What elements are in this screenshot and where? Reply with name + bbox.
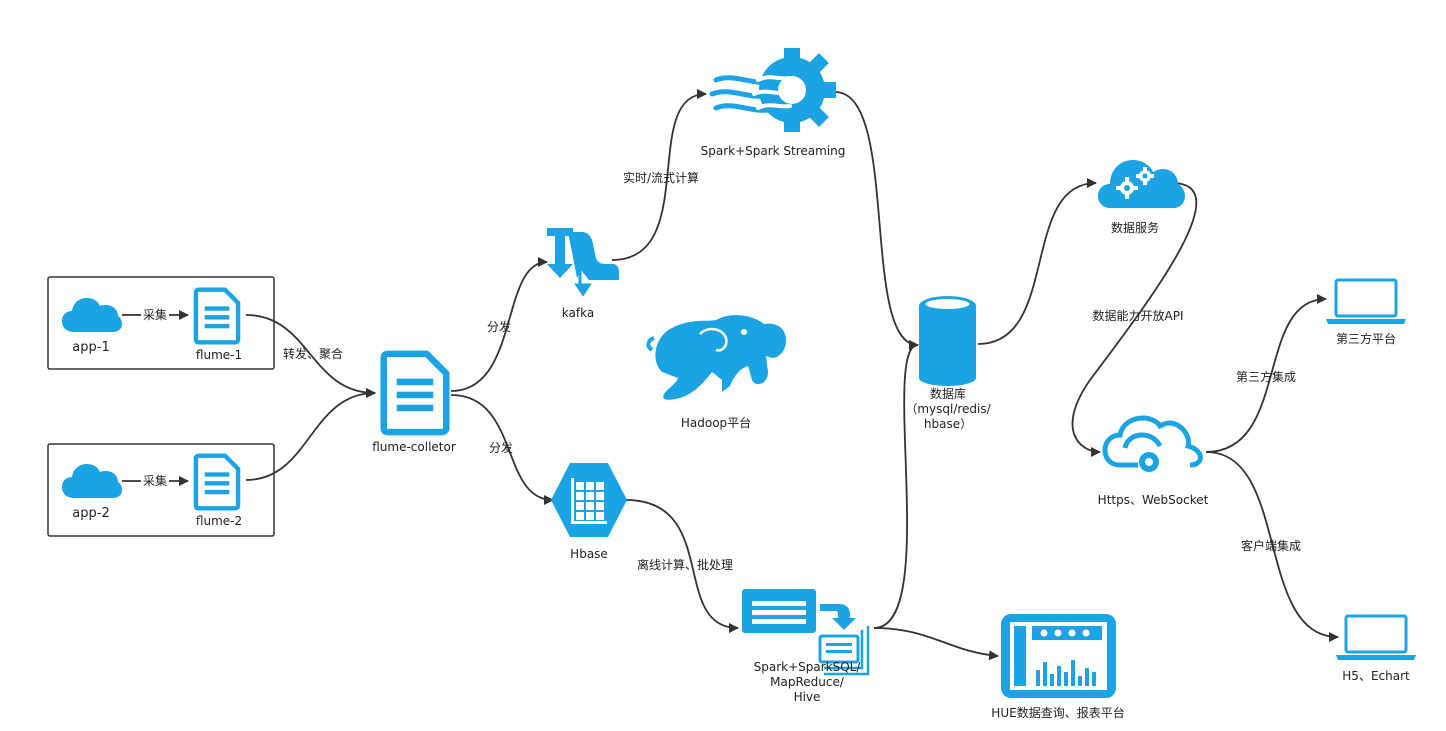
edge-streaming-database <box>834 91 919 350</box>
edge-label-third: 第三方集成 <box>1235 370 1297 384</box>
document-icon <box>196 290 238 343</box>
dashboard-icon <box>1001 614 1116 698</box>
edge-label-realtime: 实时/流式计算 <box>622 171 700 185</box>
database-label: 数据库 （mysql/redis/ hbase） <box>905 387 991 431</box>
edge-collector-hbase <box>450 394 554 505</box>
document-icon <box>384 354 447 432</box>
streaming-gear-icon <box>709 48 836 132</box>
edge-https-thirdparty <box>1205 294 1327 453</box>
edge-flume2-collector <box>245 388 376 481</box>
third-party-label: 第三方平台 <box>1335 332 1397 346</box>
hbase-label: Hbase <box>570 547 608 561</box>
batch-window-icon <box>742 589 870 676</box>
batch-label: Spark+SparkSQL/ MapReduce/ Hive <box>753 660 861 704</box>
edge-collector-kafka <box>450 257 548 392</box>
data-service-label: 数据服务 <box>1110 221 1160 235</box>
laptop-icon <box>1326 278 1406 324</box>
hue-label: HUE数据查询、报表平台 <box>991 706 1125 720</box>
cloud-icon <box>62 464 122 498</box>
edge-label-client: 客户端集成 <box>1240 539 1302 553</box>
app1-group-box <box>47 276 275 370</box>
grid-hexagon-icon <box>551 463 627 537</box>
hadoop-label: Hadoop平台 <box>680 416 752 430</box>
spark-streaming-label: Spark+Spark Streaming <box>700 144 846 158</box>
collector-label: flume-colletor <box>372 440 456 454</box>
h5-label: H5、Echart <box>1342 669 1410 683</box>
flume2-label: flume-2 <box>195 514 243 528</box>
edge-dataservice-https <box>1071 182 1198 457</box>
edge-label-forward: 转发、聚合 <box>282 347 344 361</box>
laptop-icon <box>1336 614 1416 660</box>
edge-flume1-collector <box>245 314 376 398</box>
cloud-connection-icon <box>1102 415 1203 472</box>
edge-label-collect2: 采集 <box>140 474 170 489</box>
edge-batch-database <box>873 340 919 629</box>
document-icon <box>196 456 238 509</box>
kafka-label: kafka <box>561 306 595 320</box>
edge-database-dataservice <box>977 178 1097 345</box>
edge-kafka-streaming <box>611 89 707 261</box>
database-cylinder-icon <box>919 296 976 386</box>
kafka-icon <box>547 228 619 297</box>
edge-label-dist1: 分发 <box>486 320 512 334</box>
app1-label: app-1 <box>72 340 110 355</box>
flume1-label: flume-1 <box>195 348 243 362</box>
edge-label-dist2: 分发 <box>488 441 514 455</box>
cloud-gears-icon <box>1098 160 1185 208</box>
edge-https-h5 <box>1205 451 1339 642</box>
elephant-icon <box>646 315 786 400</box>
edge-hbase-batch <box>625 499 739 633</box>
edge-label-collect1: 采集 <box>140 308 170 323</box>
edge-label-api: 数据能力开放API <box>1092 309 1184 323</box>
https-label: Https、WebSocket <box>1097 493 1209 507</box>
app2-label: app-2 <box>72 506 110 521</box>
app2-group-box <box>47 443 275 537</box>
edge-label-offline: 离线计算、批处理 <box>636 558 734 572</box>
cloud-icon <box>62 298 122 332</box>
edge-batch-hue <box>873 627 999 661</box>
connectors <box>122 89 1339 661</box>
